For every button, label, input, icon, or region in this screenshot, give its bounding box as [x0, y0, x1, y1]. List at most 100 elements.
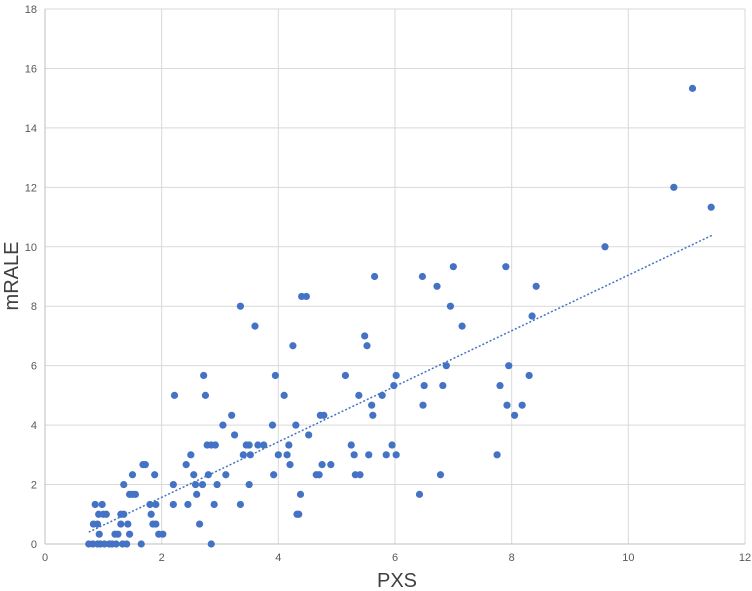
y-tick-label: 10: [25, 242, 37, 254]
data-point: [239, 451, 247, 459]
data-point: [124, 520, 132, 528]
data-point: [274, 451, 282, 459]
data-point: [254, 441, 262, 449]
data-point: [123, 540, 131, 548]
data-point: [356, 471, 364, 479]
grid: [45, 8, 746, 544]
data-point: [200, 371, 208, 380]
data-point: [236, 500, 245, 509]
data-point: [152, 500, 160, 509]
tick-labels: 0 2 4 6 8 10 12 0 2 4 6 8 10 12 14 16 18: [25, 4, 751, 564]
x-axis-title: PXS: [377, 570, 417, 591]
data-point: [125, 530, 134, 538]
data-point: [260, 441, 268, 449]
data-point: [390, 381, 398, 390]
data-point: [458, 322, 466, 330]
data-point: [117, 520, 125, 528]
data-point: [419, 401, 427, 409]
data-point: [355, 391, 363, 399]
data-point: [219, 421, 227, 429]
data-point: [152, 520, 160, 528]
data-point: [182, 461, 190, 469]
x-tick-label: 4: [275, 552, 281, 564]
data-point: [251, 322, 259, 330]
data-point: [120, 510, 128, 518]
data-point: [210, 500, 218, 509]
data-point: [246, 451, 254, 459]
y-tick-label: 4: [31, 420, 37, 432]
data-point: [191, 480, 200, 489]
data-point: [601, 243, 609, 251]
data-point: [363, 342, 371, 350]
x-tick-label: 8: [509, 552, 515, 564]
data-point: [112, 540, 120, 548]
data-point: [296, 490, 305, 498]
data-point: [95, 530, 103, 538]
data-point: [496, 381, 504, 390]
data-point: [449, 263, 457, 271]
x-tick-label: 10: [622, 552, 634, 564]
data-point: [361, 332, 369, 340]
data-point: [415, 490, 424, 498]
data-point: [439, 381, 447, 390]
data-point: [280, 391, 288, 399]
trendline: [88, 234, 714, 533]
data-point: [502, 263, 510, 271]
data-point: [137, 540, 145, 548]
x-tick-label: 6: [392, 552, 398, 564]
data-point: [228, 411, 236, 419]
data-point: [302, 292, 310, 301]
data-point: [271, 371, 280, 380]
data-point: [147, 510, 155, 518]
data-point: [436, 471, 445, 479]
data-points: [85, 84, 715, 548]
y-axis-title: mRALE: [1, 242, 23, 311]
data-point: [418, 272, 427, 281]
data-point: [532, 282, 540, 290]
y-tick-label: 16: [25, 63, 37, 75]
data-point: [201, 391, 210, 399]
data-point: [187, 451, 195, 459]
data-point: [493, 451, 501, 459]
data-point: [93, 520, 102, 528]
y-tick-label: 12: [25, 182, 37, 194]
data-point: [518, 401, 526, 409]
x-tick-label: 12: [739, 552, 751, 564]
data-point: [505, 362, 513, 370]
data-point: [245, 480, 253, 489]
data-point: [289, 342, 297, 350]
data-point: [211, 441, 219, 449]
y-tick-label: 18: [25, 4, 37, 16]
data-point: [195, 520, 204, 528]
data-point: [442, 362, 450, 370]
data-point: [270, 471, 278, 479]
data-point: [190, 471, 198, 479]
data-point: [170, 391, 179, 399]
data-point: [245, 441, 253, 449]
data-point: [102, 510, 110, 518]
data-point: [347, 441, 355, 449]
data-point: [433, 282, 441, 290]
data-point: [525, 371, 533, 380]
data-point: [369, 411, 377, 419]
data-point: [213, 480, 221, 489]
data-point: [193, 490, 201, 498]
data-point: [230, 431, 239, 439]
data-point: [141, 461, 149, 469]
data-point: [528, 312, 536, 320]
y-tick-label: 2: [31, 480, 37, 492]
y-tick-label: 14: [25, 123, 37, 135]
data-point: [327, 461, 335, 469]
data-point: [159, 530, 167, 538]
trendline-layer: [88, 234, 714, 533]
data-point: [222, 471, 230, 479]
data-point: [315, 471, 323, 479]
data-point: [446, 302, 455, 310]
data-point: [292, 421, 300, 429]
data-point: [707, 203, 715, 211]
data-point: [184, 500, 192, 509]
data-point: [392, 371, 400, 380]
data-point: [198, 480, 207, 489]
data-point: [146, 500, 154, 509]
data-point: [392, 451, 400, 459]
